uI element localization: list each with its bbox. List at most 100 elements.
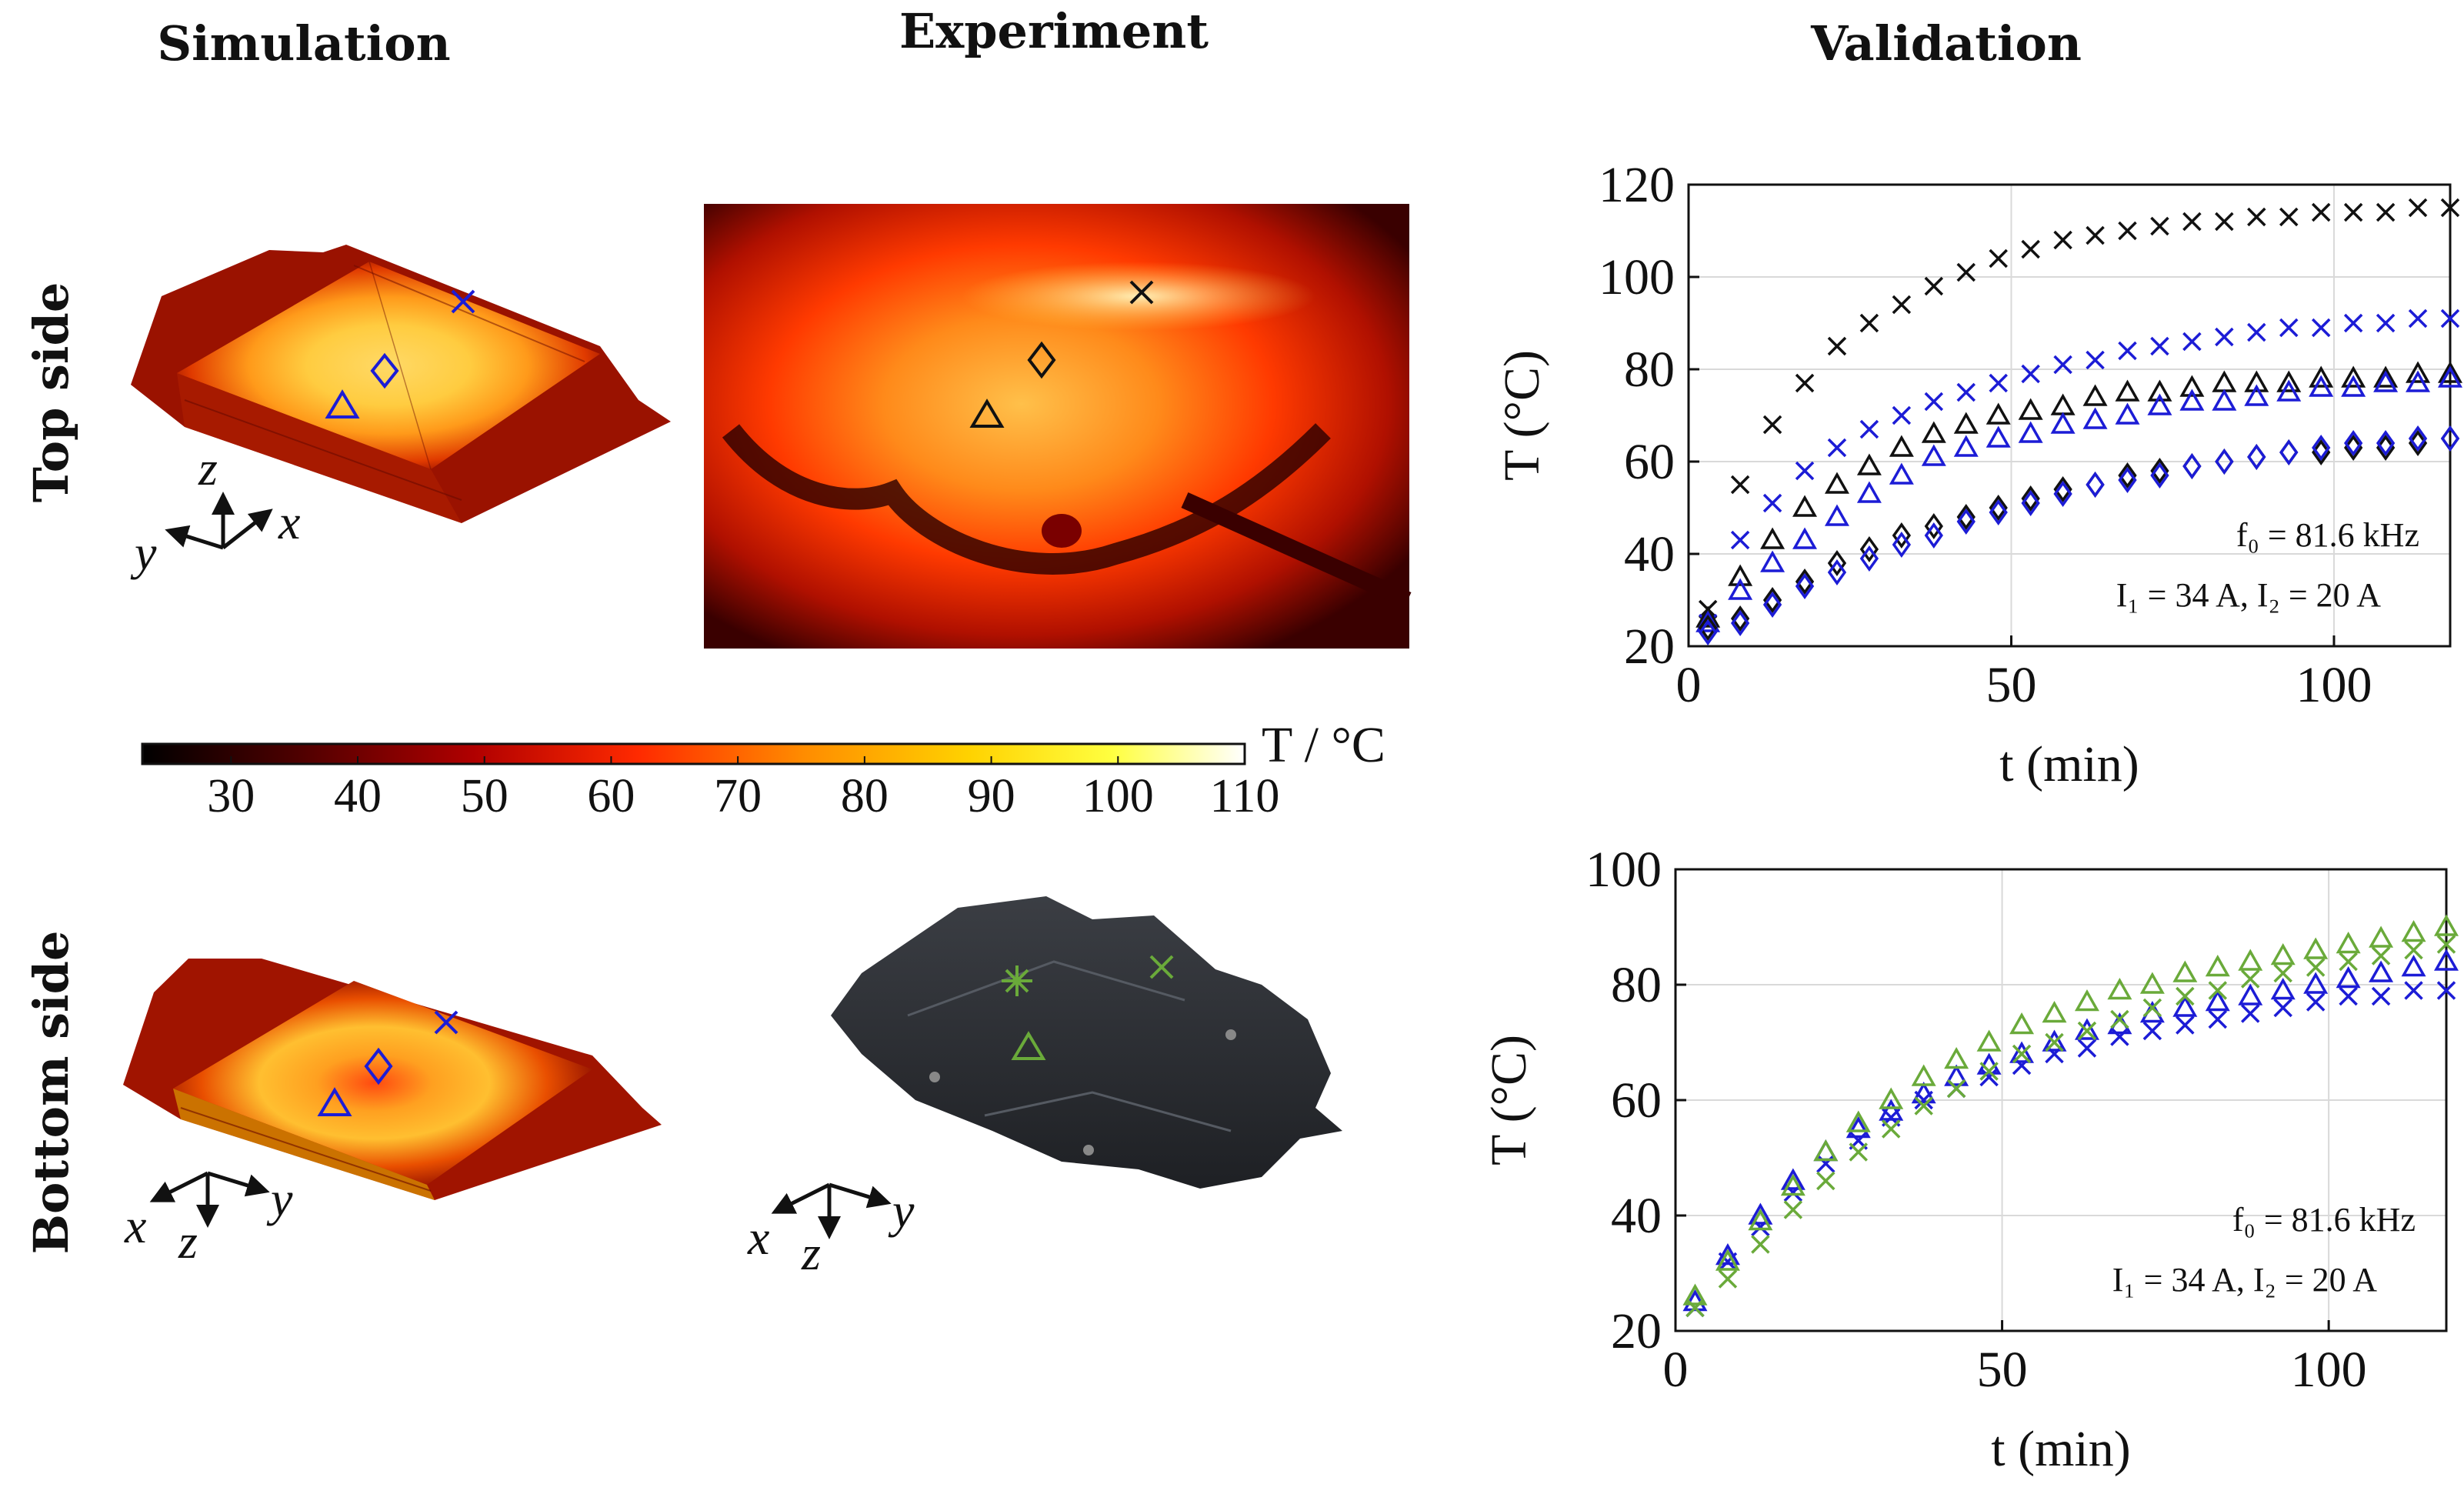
y-tick-label: 20 [1611,1303,1662,1359]
data-point [1730,609,1750,637]
data-point [2179,375,2205,397]
data-point [2012,1044,2032,1064]
data-point [2408,308,2428,328]
y-tick-label: 40 [1611,1188,1662,1244]
colorbar-tick-label: 100 [1082,770,1154,822]
data-point [2279,439,2299,466]
experiment-top-markers [969,280,1154,428]
data-point [1956,262,1976,282]
data-point [2273,963,2292,983]
data-point [2279,207,2299,227]
annotation-frequency: f₀ = 81.6 kHz [2236,516,2419,554]
data-point [1989,373,2008,393]
data-point [1946,1079,1966,1099]
triad-top-z: z [198,441,218,495]
data-point [2182,332,2202,352]
row-label-bottom-side: Bottom side [23,931,79,1255]
validation-chart-bottom: 0 50 100 20 40 60 80 100 t (min) T (°C) f₀ = 81.6 … [1481,842,2459,1477]
data-point [2434,914,2459,936]
data-point [2401,954,2426,977]
data-point [1979,1067,1999,1087]
data-point [2147,379,2172,402]
data-point [1856,453,1882,475]
data-point [1979,1062,1999,1081]
data-point [2179,389,2205,411]
colorbar-label: T / °C [1262,717,1385,773]
data-point [2082,384,2108,406]
data-point [2306,958,2326,977]
header-validation: Validation [1810,15,2082,72]
y-axis-label: T (°C) [1481,1035,1537,1166]
data-point [1849,1142,1868,1162]
sim-bottom-diamond-marker [364,1047,393,1085]
data-point [1715,1249,1740,1271]
data-point [1859,419,1879,439]
data-point [2142,998,2162,1018]
simulation-bottom-markers [317,1010,458,1116]
data-point [2115,402,2140,425]
exp-top-cross-marker [1129,280,1154,305]
data-point [1762,415,1782,435]
triad-bottom-exp-x: x [747,1210,769,1265]
data-point [1924,512,1943,540]
data-point [1924,392,1944,412]
data-point [1879,1099,1904,1121]
data-point [2238,983,2263,1005]
data-point [2176,986,2195,1006]
data-point [1728,578,1753,600]
colorbar-tick-label: 30 [207,770,255,822]
data-point [2306,992,2326,1012]
colorbar-tick-label: 40 [334,770,382,822]
data-point [1911,1064,1936,1086]
data-point [2053,230,2072,250]
plot-frame [1687,183,2452,648]
data-point [2009,1041,2035,1063]
data-point [1715,1242,1740,1266]
data-point [2336,965,2361,989]
data-point [1827,438,1847,458]
data-point [2215,327,2234,347]
data-point [2053,480,2072,508]
exp-bottom-asterisk-marker [1002,965,1032,996]
axis-triad-bottom-exp [771,1182,892,1239]
y-tick-label: 120 [1599,157,1675,213]
data-point [2406,370,2431,392]
data-point [2176,1015,2195,1035]
x-tick-label: 50 [1986,657,2036,713]
data-point [2172,960,2198,982]
data-point [2312,434,2331,462]
data-point [2311,318,2331,338]
data-point [2440,198,2460,218]
data-point [2279,318,2299,338]
data-point [1879,1087,1904,1109]
data-point [1728,564,1753,586]
sim-top-diamond-marker [370,352,399,389]
data-point [1780,1168,1805,1190]
data-point [1827,336,1847,356]
axis-triad-bottom-sim [149,1171,270,1228]
data-point [2212,389,2237,411]
data-point [2182,452,2202,480]
data-point [2247,443,2266,471]
data-point [2309,375,2334,397]
annotation-currents: I₁ = 34 A, I₂ = 20 A [2116,576,2382,614]
data-point [2336,931,2361,954]
data-point [2244,370,2269,392]
data-point [2107,977,2132,1000]
data-point [2339,986,2358,1006]
experiment-bottom-part [831,896,1342,1189]
triad-bottom-sim-z: z [178,1214,198,1269]
data-point [1921,421,1946,443]
data-point [2244,384,2269,406]
triad-bottom-sim-y: y [266,1172,293,1226]
sim-top-cross-marker [451,289,475,314]
data-point [2021,489,2040,517]
data-point [1682,1283,1708,1306]
series-sim-cross [1698,198,2460,619]
experiment-bottom-markers [1002,955,1174,1060]
colorbar [141,742,1246,765]
data-point [1953,412,1979,434]
data-point [1986,425,2011,448]
data-point [2376,313,2396,333]
